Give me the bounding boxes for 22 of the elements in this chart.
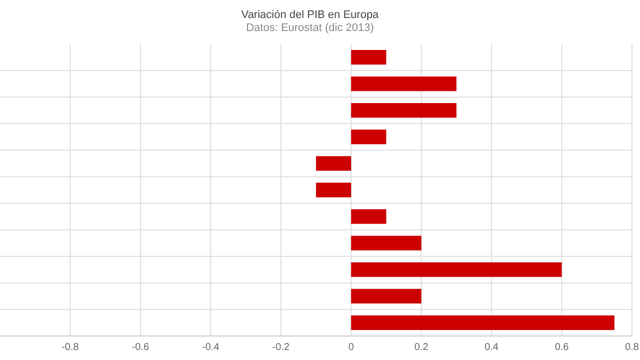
chart-subtitle: Datos: Eurostat (dic 2013) <box>246 22 374 34</box>
x-tick-label: 0.6 <box>554 342 570 353</box>
x-tick-label: -0.6 <box>132 342 150 353</box>
bar <box>316 156 352 171</box>
bar <box>351 315 614 330</box>
x-tick-label: -0.8 <box>62 342 80 353</box>
x-tick-label: 0 <box>348 342 354 353</box>
x-tick-label: -0.4 <box>202 342 220 353</box>
bar <box>316 182 352 198</box>
bar <box>351 288 422 304</box>
bar <box>351 236 422 250</box>
bar <box>351 130 386 144</box>
x-tick-label: 0.8 <box>625 342 640 353</box>
bar <box>351 76 456 92</box>
bar <box>351 103 456 118</box>
bar <box>351 50 386 65</box>
bar <box>351 262 562 277</box>
bar <box>351 209 386 224</box>
x-tick-label: 0.4 <box>484 342 499 353</box>
chart-title: Variación del PIB en Europa <box>241 9 380 21</box>
x-tick-label: 0.2 <box>414 342 429 353</box>
x-tick-label: -0.2 <box>272 342 290 353</box>
